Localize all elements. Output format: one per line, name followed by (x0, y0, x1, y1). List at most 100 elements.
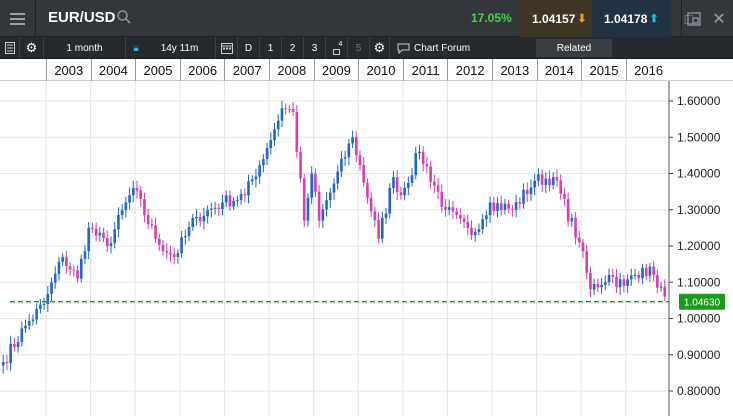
candle-body (462, 218, 466, 222)
candle-body (113, 229, 116, 244)
y-tick-label: 1.30000 (677, 203, 721, 217)
y-tick-label: 0.90000 (677, 348, 721, 362)
candle-body (198, 217, 202, 222)
candle-body (399, 192, 403, 196)
search-icon[interactable] (116, 9, 132, 25)
candle-body (221, 202, 224, 210)
candle-body (600, 284, 603, 288)
candle-body (117, 215, 120, 230)
buy-price-button[interactable]: 1.04178 ⬆ (592, 0, 671, 37)
candle-body (592, 283, 596, 290)
candle-body (611, 275, 615, 277)
candle-body (663, 286, 667, 297)
candle-body (109, 243, 113, 246)
period-3-button[interactable]: 3 (304, 37, 326, 59)
candle-body (581, 242, 585, 252)
candle-body (195, 217, 198, 219)
candle-body (24, 325, 27, 329)
popout-icon[interactable] (681, 0, 705, 37)
candle-body (232, 200, 235, 207)
candle-body (644, 267, 648, 276)
candle-body (176, 253, 180, 257)
candle-body (57, 261, 61, 274)
candle-body (477, 229, 481, 232)
candle-body (577, 237, 581, 243)
y-tick-label: 1.50000 (677, 130, 721, 144)
candle-body (481, 219, 484, 230)
candle-body (407, 182, 410, 188)
candle-body (76, 270, 79, 279)
year-label: 2010 (358, 59, 403, 81)
candle-body (236, 199, 239, 201)
candle-body (124, 202, 128, 211)
candle-body (503, 203, 507, 211)
candle-body (622, 279, 626, 286)
new-window-icon[interactable]: □ (684, 10, 694, 27)
candle-body (381, 217, 384, 239)
candle-body (328, 192, 332, 201)
year-label: 2004 (90, 59, 136, 81)
candle-body (436, 185, 440, 192)
candle-body (68, 266, 72, 270)
candle-body (310, 173, 313, 198)
candle-body (146, 215, 150, 225)
candle-body (421, 151, 425, 165)
candle-body (332, 183, 336, 193)
window-icon (333, 49, 340, 55)
candle-body (604, 282, 607, 285)
period-4-button[interactable]: 4 (326, 37, 348, 59)
candle-body (139, 190, 143, 199)
period-5-button[interactable]: 5 (348, 37, 370, 59)
candle-body (295, 111, 299, 152)
period-1-button[interactable]: 1 (260, 37, 282, 59)
price-chart[interactable]: 1.60000 1.50000 1.40000 1.30000 1.20000 1.100… (0, 81, 733, 416)
percent-change: 17.05% (471, 11, 512, 25)
list-icon[interactable] (0, 37, 20, 59)
related-button[interactable]: Related (536, 39, 612, 57)
candle-body (20, 328, 24, 343)
gear-icon[interactable]: ⚙ (370, 37, 390, 59)
candle-body (410, 175, 414, 183)
candle-body (72, 269, 76, 271)
candle-body (540, 174, 544, 185)
candle-body (5, 362, 9, 364)
calendar-icon[interactable] (216, 37, 238, 59)
bid-price: 1.04157 (532, 11, 576, 26)
gear-icon[interactable]: ⚙ (20, 37, 44, 59)
candle-body (488, 202, 492, 216)
candle-body (128, 195, 131, 203)
candle-body (258, 165, 261, 177)
candle-body (31, 319, 35, 321)
close-icon[interactable]: ✕ (712, 10, 726, 28)
candle-body (273, 129, 276, 141)
menu-icon-line (10, 17, 25, 20)
chart-area[interactable]: 1.60000 1.50000 1.40000 1.30000 1.20000 1.100… (0, 81, 733, 416)
candle-body (388, 187, 392, 214)
interval-select[interactable]: 1 month (44, 37, 126, 59)
candle-body (336, 171, 339, 184)
year-label: 2011 (402, 59, 448, 81)
candle-body (161, 244, 165, 252)
candle-body (570, 217, 574, 222)
range-select[interactable]: 14y 11m (144, 37, 216, 59)
lock-icon[interactable]: 🔒︎ (133, 42, 139, 54)
period-d-button[interactable]: D (238, 37, 260, 59)
ask-price: 1.04178 (604, 11, 648, 26)
menu-button[interactable] (0, 0, 36, 37)
candle-body (265, 148, 269, 160)
candle-body (83, 251, 87, 259)
candle-body (184, 236, 187, 238)
candle-body (27, 320, 31, 326)
candle-body (158, 238, 161, 245)
candle-body (187, 226, 191, 237)
year-label: 2016 (625, 59, 671, 81)
instrument-symbol[interactable]: EUR/USD (48, 9, 116, 26)
candle-body (9, 343, 12, 364)
period-2-button[interactable]: 2 (282, 37, 304, 59)
sell-price-button[interactable]: 1.04157 ⬇ (519, 0, 592, 37)
candle-body (94, 228, 98, 236)
chart-forum-link[interactable]: Chart Forum (414, 42, 471, 54)
candle-body (343, 157, 347, 159)
candle-body (492, 202, 496, 211)
chat-icon[interactable] (394, 37, 412, 59)
